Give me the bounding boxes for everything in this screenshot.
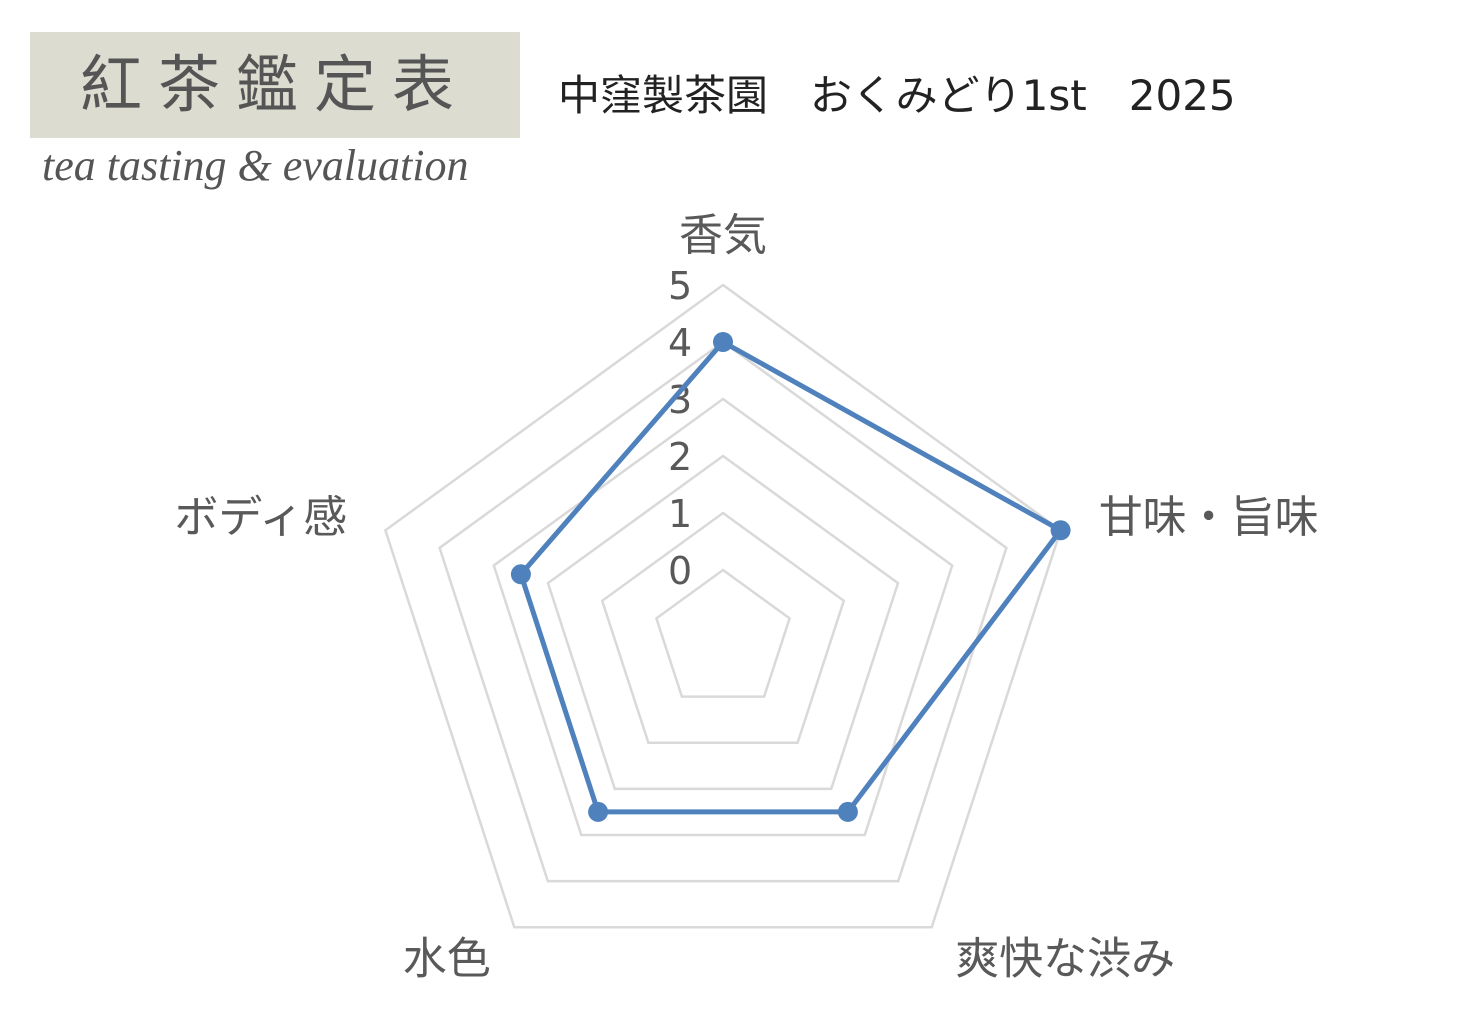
axis-label-2: 甘味・旨味 xyxy=(1099,492,1319,543)
tick-label-1: 1 xyxy=(668,492,692,536)
series-line xyxy=(518,339,1064,815)
data-point-4 xyxy=(588,801,609,822)
grid-ring-5 xyxy=(383,283,1063,929)
data-point-3 xyxy=(837,801,858,822)
tick-label-4: 4 xyxy=(668,321,692,365)
grid-ring-3 xyxy=(492,397,954,837)
tick-label-2: 2 xyxy=(668,435,692,479)
chart-title: 中窪製茶園 おくみどり1st 2025 xyxy=(558,71,1236,120)
tick-label-5: 5 xyxy=(668,264,692,308)
data-point-5 xyxy=(510,564,531,585)
tick-label-0: 0 xyxy=(668,549,692,593)
grid-layer xyxy=(383,283,1063,929)
data-point-1 xyxy=(713,332,733,352)
grid-ring-2 xyxy=(546,454,900,791)
header-title: 紅茶鑑定表 xyxy=(79,48,470,121)
grid-ring-0 xyxy=(654,568,792,698)
header-box: 紅茶鑑定表 xyxy=(30,32,520,138)
grid-ring-4 xyxy=(438,340,1008,883)
axis-label-4: 水色 xyxy=(403,934,491,985)
grid-ring-1 xyxy=(600,511,846,744)
axis-label-1: 香気 xyxy=(679,210,767,261)
axis-label-5: ボディ感 xyxy=(174,492,347,543)
data-point-2 xyxy=(1050,520,1071,541)
axis-label-3: 爽快な渋み xyxy=(955,934,1175,985)
series-layer xyxy=(510,332,1071,822)
header-subtitle: tea tasting & evaluation xyxy=(42,141,469,190)
